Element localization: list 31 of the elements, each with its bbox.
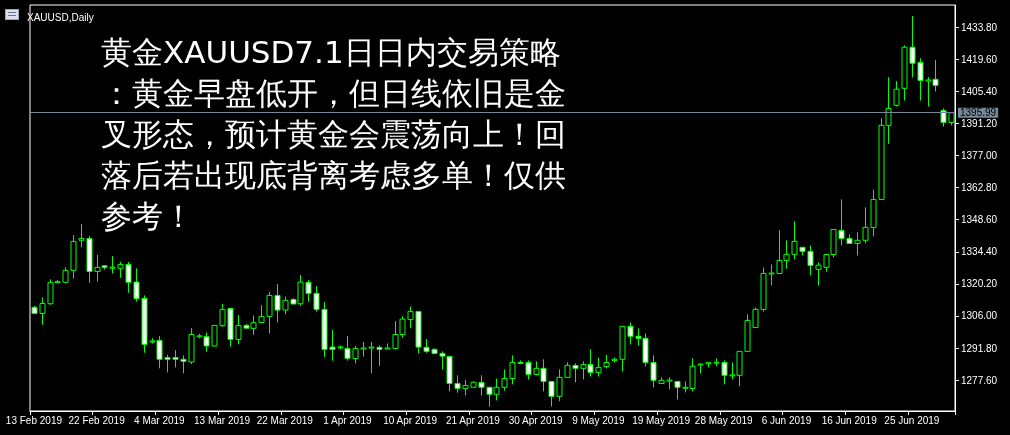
x-tick-label: 21 Apr 2019 — [445, 414, 501, 426]
candlestick — [893, 80, 900, 108]
ref-line-label: 1395.99 — [960, 107, 997, 119]
x-tick-label: 13 Mar 2019 — [193, 414, 251, 426]
y-tick-label: 1277.60 — [961, 374, 998, 386]
y-tick-label: 1334.40 — [961, 246, 998, 258]
x-tick-label: 13 Feb 2019 — [5, 414, 63, 426]
x-tick-label: 6 Jun 2019 — [761, 414, 812, 426]
y-tick-label: 1377.00 — [961, 150, 998, 162]
text: XAUUSD,Daily — [27, 11, 94, 23]
x-tick-label: 19 May 2019 — [632, 414, 691, 426]
x-tick-label: 28 May 2019 — [694, 414, 754, 426]
y-tick-label: 1320.20 — [961, 278, 998, 290]
y-tick-label: 1433.80 — [961, 21, 998, 33]
x-tick-label: 16 Jun 2019 — [821, 414, 878, 426]
x-tick-label: 1 Apr 2019 — [323, 414, 373, 426]
x-tick-label: 10 Apr 2019 — [383, 414, 438, 426]
x-tick-label: 4 Mar 2019 — [134, 414, 186, 426]
y-tick-label: 1348.60 — [961, 214, 998, 226]
y-tick-label: 1405.40 — [961, 85, 998, 97]
x-tick-label: 22 Feb 2019 — [68, 414, 126, 426]
annotation: 黄金XAUUSD7.1日日内交易策略：黄金早盘低开，但日线依旧是金叉形态，预计黄金会震荡向上！回落后若出现底背离考虑多单！仅供参考！ — [101, 33, 566, 234]
x-tick-label: 9 May 2019 — [572, 414, 625, 426]
x-tick-label: 22 Mar 2019 — [256, 414, 314, 426]
x-tick-label: 25 Jun 2019 — [884, 414, 940, 426]
y-tick-label: 1306.00 — [961, 310, 998, 322]
y-tick-label: 1419.60 — [961, 53, 998, 65]
x-tick-label: 30 Apr 2019 — [508, 414, 564, 426]
y-tick-label: 1391.20 — [961, 118, 998, 130]
y-tick-label: 1362.80 — [961, 182, 998, 194]
y-tick-label: 1291.80 — [961, 342, 998, 354]
